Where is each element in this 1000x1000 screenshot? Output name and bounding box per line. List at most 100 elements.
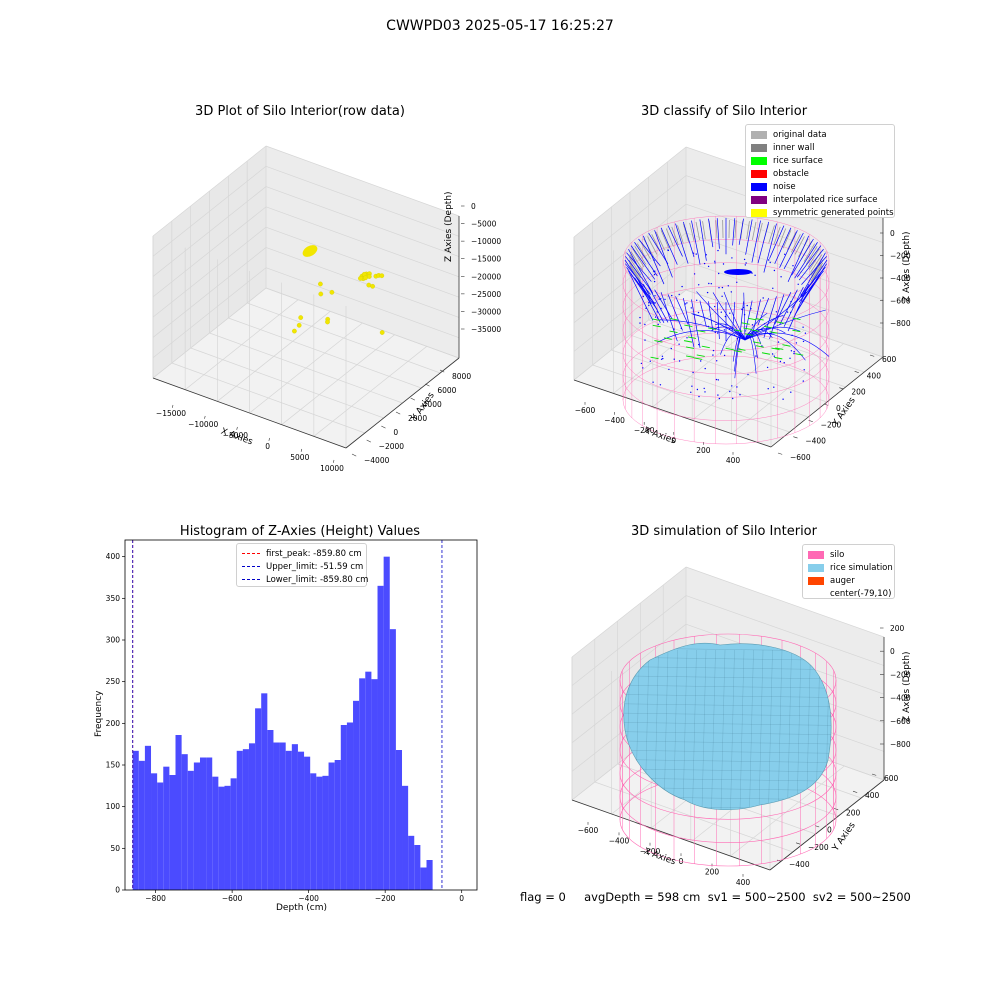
cls-noise-point	[751, 324, 754, 326]
raw-z-tick-label: −15000	[471, 255, 501, 264]
raw-data-point	[292, 328, 297, 334]
cls-rice-surface-mark	[775, 347, 784, 350]
cls-noise-point	[698, 284, 700, 286]
histogram-bar	[144, 745, 152, 890]
raw-data-point	[358, 276, 363, 281]
cls-noise-curve	[712, 292, 746, 341]
sim-x-tick-label: −600	[578, 826, 599, 835]
cls-noise-curve	[723, 291, 746, 341]
raw-grid-line	[265, 165, 460, 237]
sim-y-tick-label: 600	[884, 774, 899, 783]
cls-noise-curve	[744, 309, 826, 341]
histogram-bar	[389, 629, 396, 890]
cls-noise-point	[707, 325, 709, 328]
cls-noise-streak	[642, 283, 665, 324]
cls-x-tick-label: −600	[575, 406, 596, 415]
sim-x-tick-label: −200	[640, 847, 661, 856]
cls-noise-point	[731, 385, 733, 387]
cls-noise-streak	[699, 300, 707, 327]
sim-surface-mesh-line	[623, 731, 832, 735]
cls-noise-streak	[624, 259, 651, 299]
histogram-x-tick-label: −800	[145, 894, 166, 903]
raw-data-point	[296, 322, 302, 328]
sim-y-tick-label: −400	[789, 860, 810, 869]
cls-noise-point	[644, 339, 646, 341]
sim-x-tick-label: 200	[705, 868, 720, 877]
histogram-bar	[377, 585, 384, 890]
cls-inner-wall-mark	[734, 220, 737, 239]
raw-y-tick-label: 8000	[452, 372, 471, 381]
classify-plot-title: 3D classify of Silo Interior	[640, 104, 808, 119]
sim-z-tick-label: −600	[890, 717, 911, 726]
simulation-legend-item: silo	[808, 548, 889, 561]
legend-line-sample	[242, 553, 260, 554]
sim-y-tick-mark	[852, 790, 858, 793]
cls-z-tick-label: −600	[890, 297, 911, 306]
cls-noise-point	[736, 386, 738, 388]
cls-y-tick-label: −600	[790, 453, 811, 462]
cls-noise-point	[678, 360, 681, 362]
legend-swatch	[751, 169, 767, 178]
cls-noise-streak	[634, 242, 658, 277]
raw-grid-line	[152, 166, 267, 257]
cls-noise-point	[716, 360, 718, 362]
raw-data-point	[329, 289, 335, 295]
sim-y-tick-label: 200	[846, 808, 861, 817]
legend-swatch	[751, 143, 767, 152]
cls-inner-wall-mark	[807, 248, 820, 268]
histogram-bar	[248, 743, 256, 890]
raw-grid-line	[247, 302, 441, 374]
histogram-y-tick-label: 400	[106, 552, 121, 561]
histogram-bar	[151, 773, 158, 890]
cls-noise-point	[714, 331, 716, 334]
cls-noise-streak	[769, 294, 785, 340]
cls-noise-point	[723, 329, 726, 331]
histogram-bar	[206, 757, 213, 890]
legend-label: symmetric generated points	[773, 207, 894, 218]
raw-grid-line	[190, 347, 384, 419]
cls-noise-point	[652, 381, 654, 383]
histogram-bar	[402, 785, 409, 890]
cls-inner-wall-mark	[671, 226, 679, 245]
cls-noise-point	[700, 360, 702, 362]
histogram-bar	[163, 766, 170, 890]
sim-surface-mesh-line	[796, 649, 802, 810]
cls-rice-surface-mark	[776, 321, 785, 324]
sim-surface-mesh-line	[623, 722, 832, 726]
cls-noise-point	[717, 249, 719, 252]
cls-grid-line	[629, 334, 828, 403]
raw-grid-line	[152, 145, 267, 237]
raw-side-pane	[266, 146, 459, 358]
status-footer: flag = 0 avgDepth = 598 cm sv1 = 500~250…	[520, 890, 911, 904]
raw-y-tick-mark	[351, 453, 357, 457]
cls-noise-point	[783, 362, 785, 364]
simulation-legend-item: auger	[808, 574, 889, 587]
sim-back-pane	[572, 567, 686, 800]
cls-rice-surface-mark	[771, 347, 780, 350]
cls-noise-point	[718, 272, 720, 275]
histogram-bar	[267, 730, 274, 890]
raw-x-tick-label: 10000	[320, 464, 344, 473]
cls-x-tick-label: 400	[726, 456, 741, 465]
histogram-bar	[175, 735, 182, 890]
cls-noise-point	[724, 315, 727, 318]
raw-data-point	[370, 283, 375, 289]
histogram-y-tick-label: 0	[115, 886, 120, 895]
cls-noise-point	[705, 254, 707, 256]
cls-rice-surface-mark	[792, 317, 801, 321]
cls-noise-point	[693, 273, 696, 275]
raw-data-point	[379, 273, 385, 279]
cls-noise-point	[790, 391, 792, 393]
cls-noise-point	[795, 342, 798, 344]
legend-swatch	[751, 195, 767, 204]
sim-x-axis-line	[571, 799, 771, 871]
cls-noise-streak	[628, 270, 654, 321]
cls-noise-point	[716, 332, 719, 334]
cls-noise-point	[641, 286, 643, 288]
cls-noise-point	[750, 308, 752, 310]
legend-label: center(-79,10)	[830, 588, 892, 599]
histogram-bar	[261, 693, 268, 890]
cls-noise-point	[721, 295, 723, 297]
histogram-bar	[383, 556, 390, 890]
cls-noise-point	[732, 397, 734, 400]
